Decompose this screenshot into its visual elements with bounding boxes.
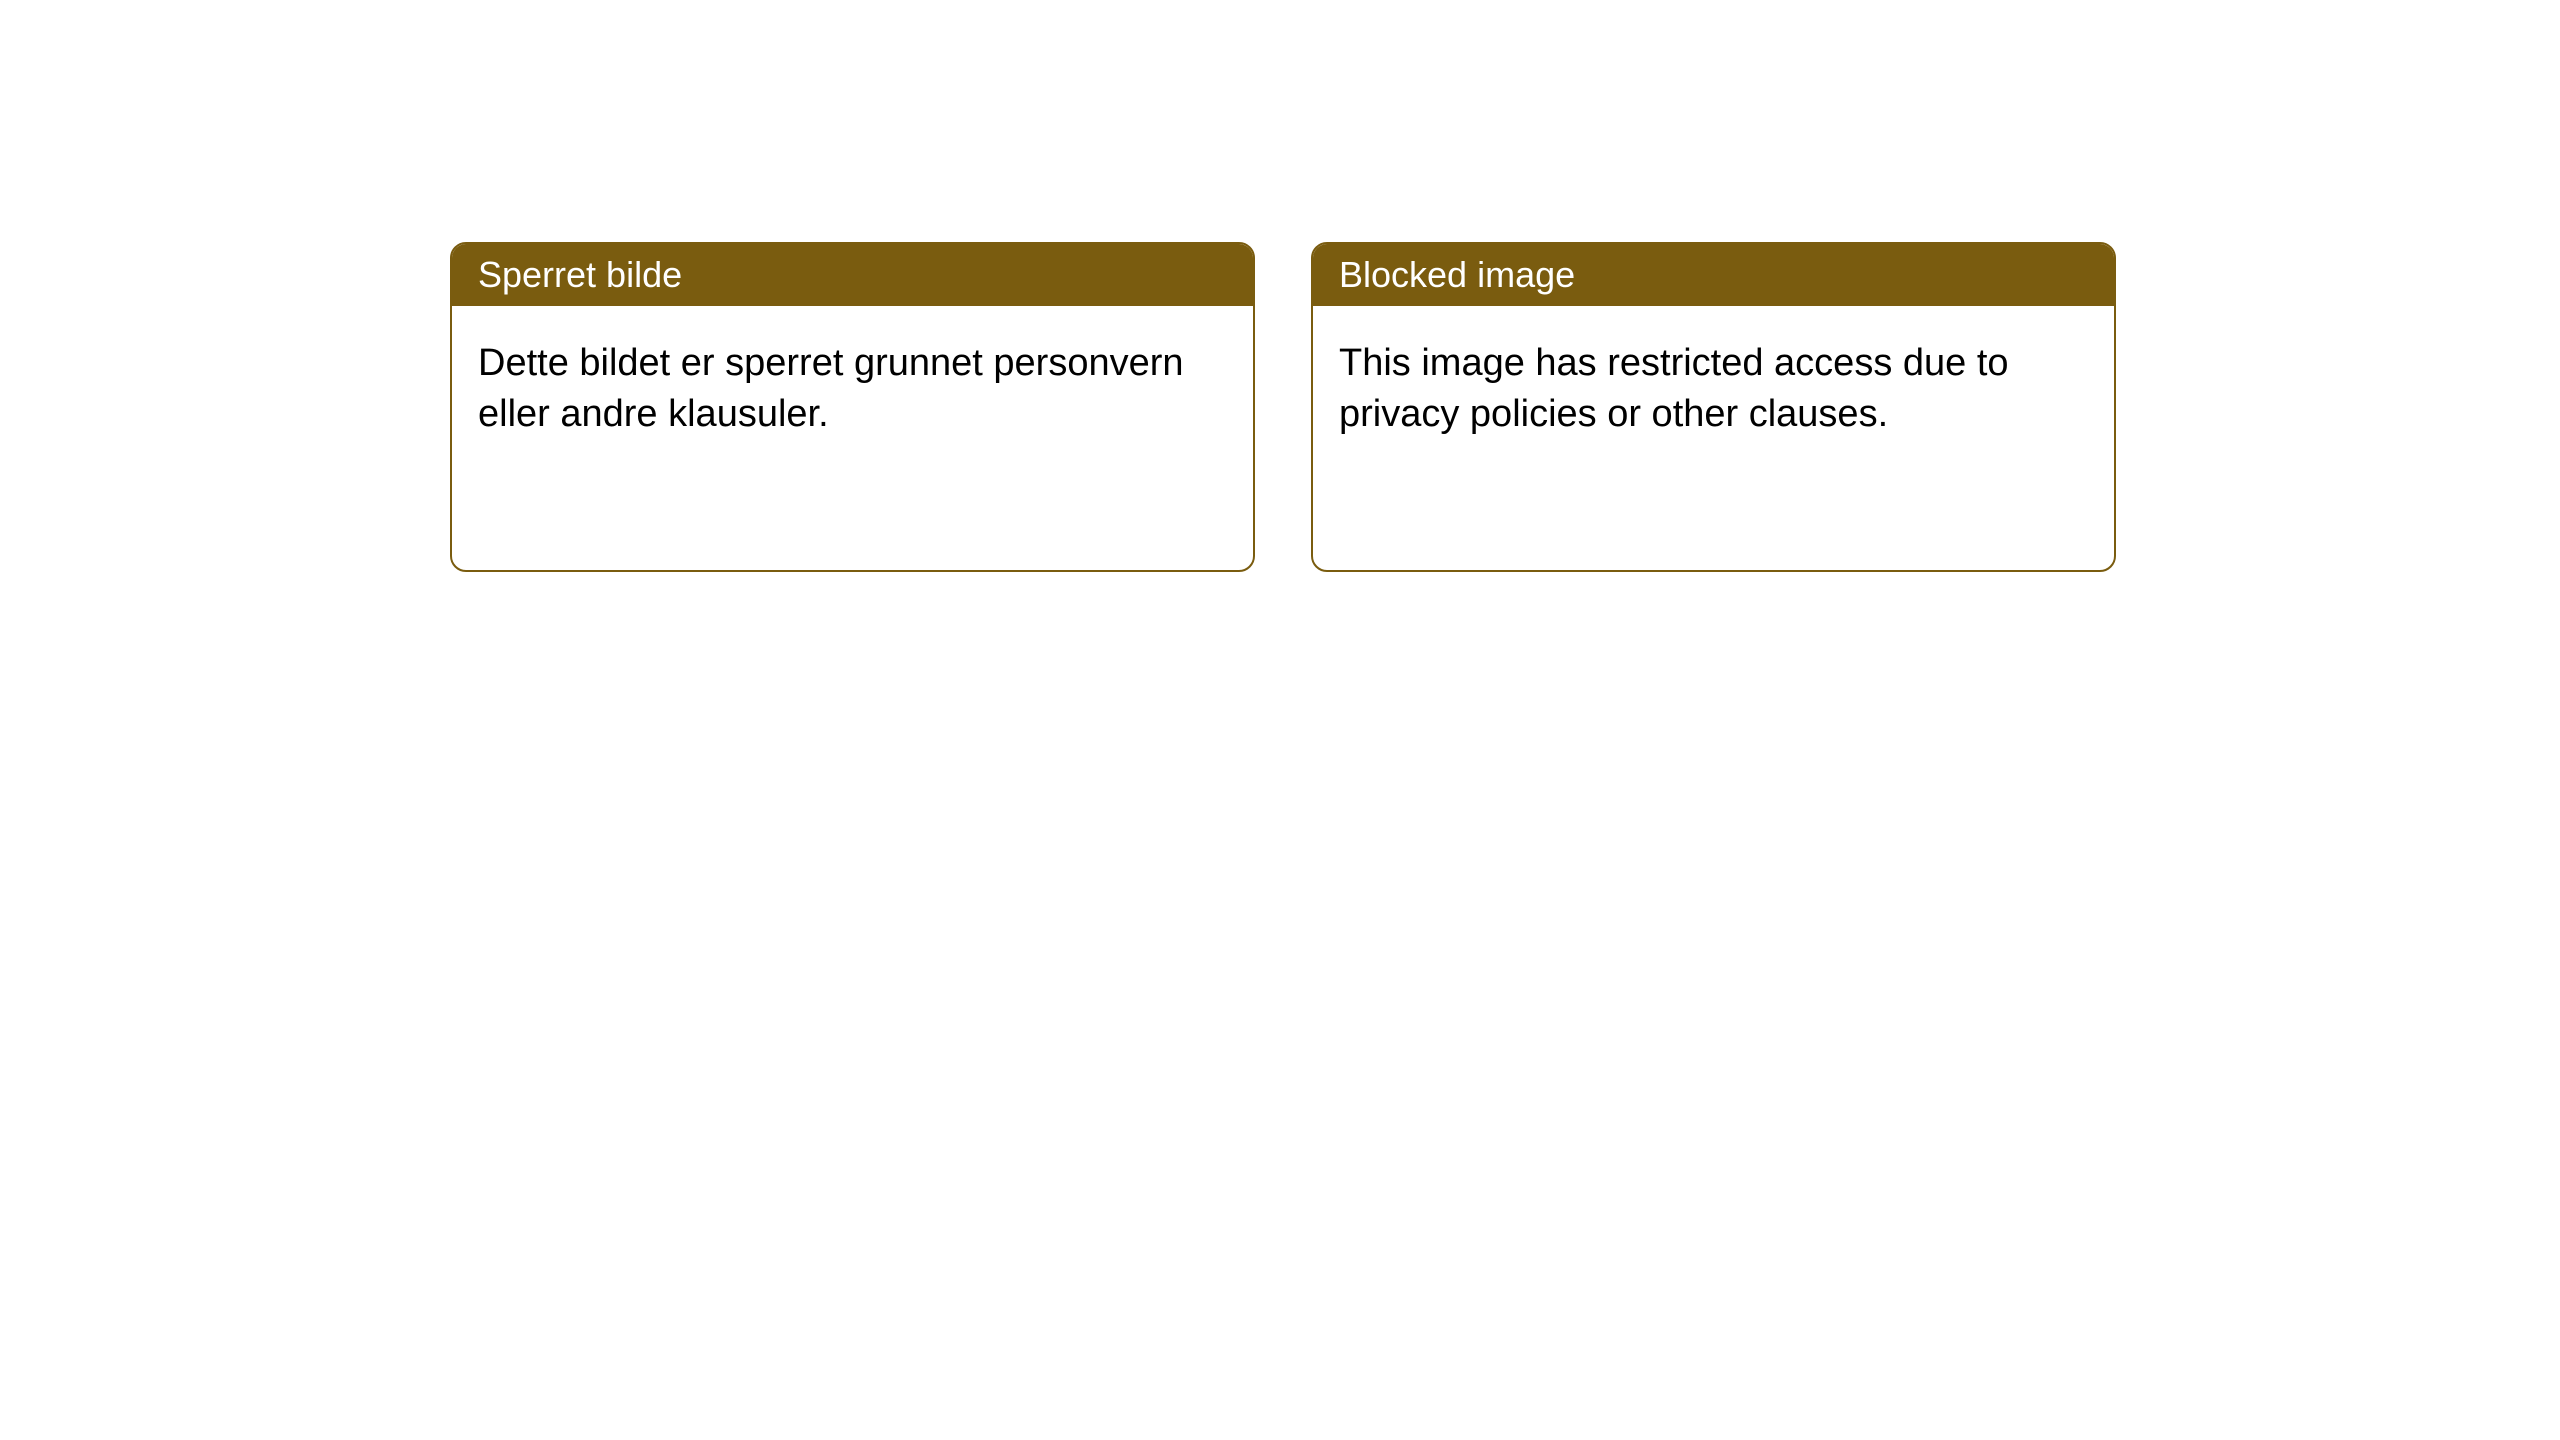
notice-box-no: Sperret bilde Dette bildet er sperret gr…	[450, 242, 1255, 572]
notice-container: Sperret bilde Dette bildet er sperret gr…	[0, 0, 2560, 572]
notice-body-en: This image has restricted access due to …	[1313, 306, 2114, 473]
notice-box-en: Blocked image This image has restricted …	[1311, 242, 2116, 572]
notice-body-no: Dette bildet er sperret grunnet personve…	[452, 306, 1253, 473]
notice-header-en: Blocked image	[1313, 244, 2114, 306]
notice-header-no: Sperret bilde	[452, 244, 1253, 306]
